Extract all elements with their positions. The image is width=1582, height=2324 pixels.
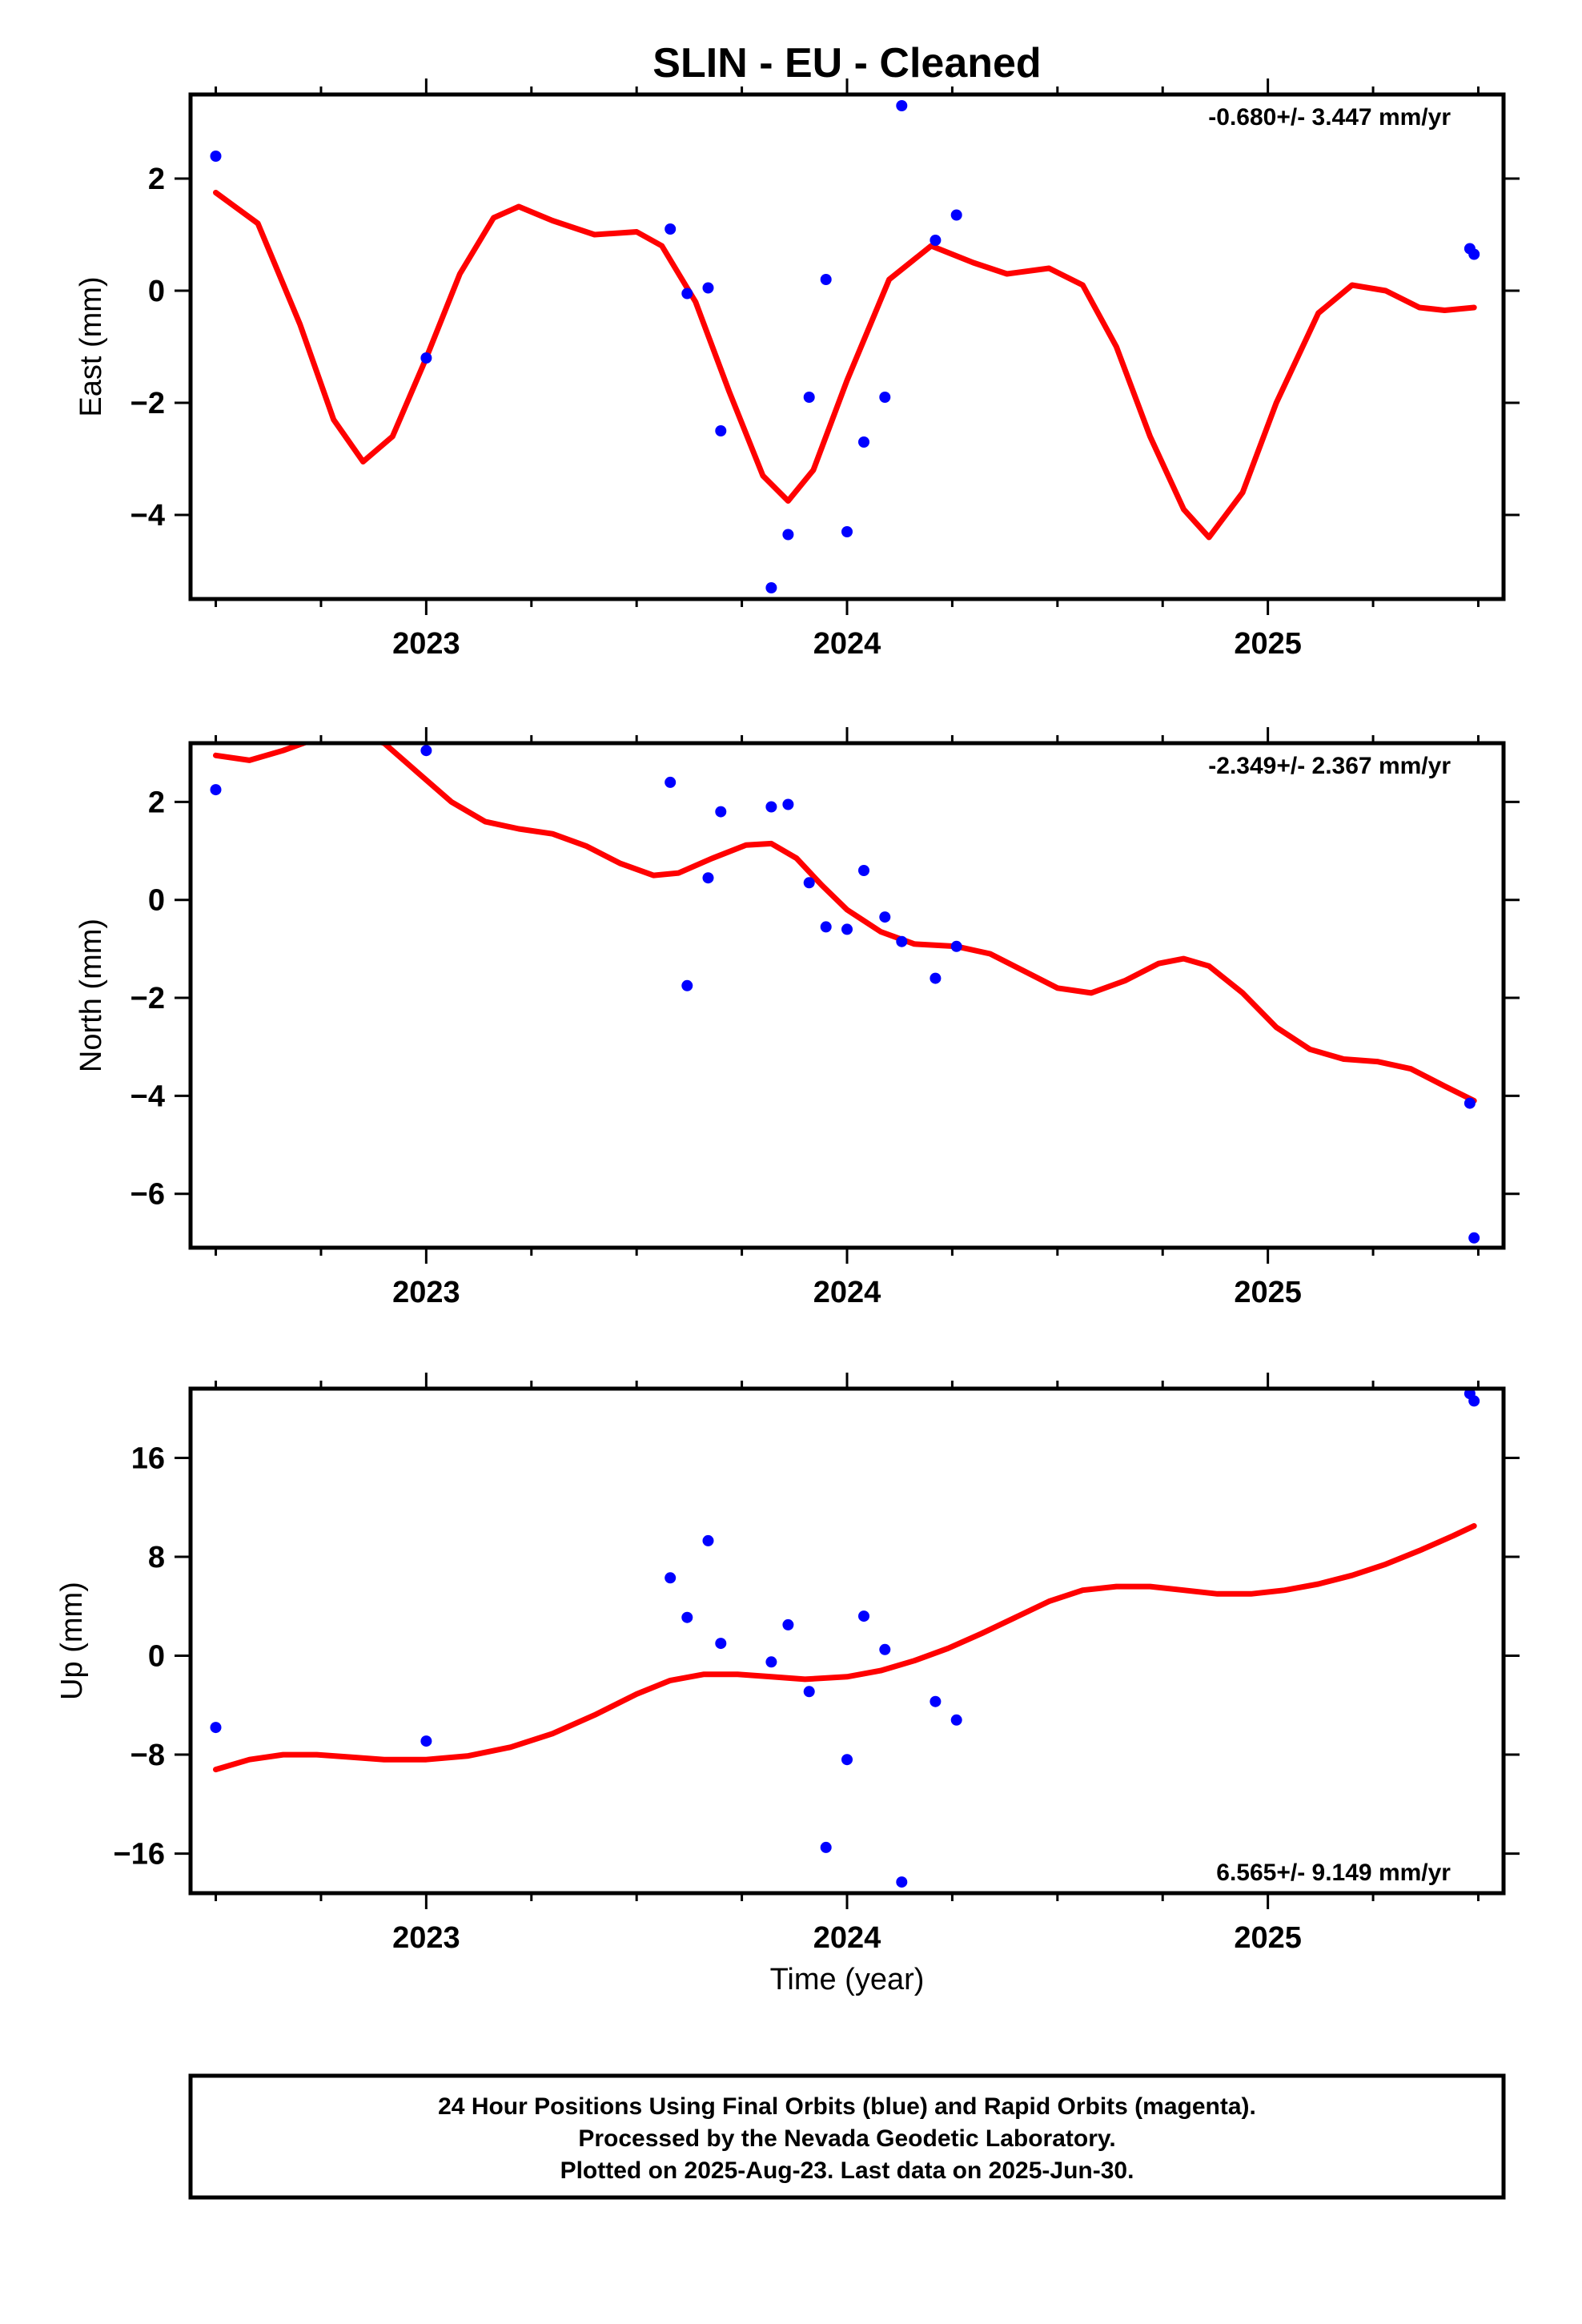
up-data-point <box>702 1534 714 1546</box>
panel-up: 2023 2024 2025 −16 −8 0 8 16 Up (mm) 6.565+/- 9.1… <box>55 1373 1520 1955</box>
east-data-point <box>803 392 815 403</box>
east-y-axis-label: East (mm) <box>74 276 108 416</box>
y-tick-label: −8 <box>130 1739 165 1772</box>
x-tick-label: 2025 <box>1234 1921 1302 1955</box>
y-tick-label: −6 <box>130 1178 165 1212</box>
east-data-point <box>765 582 777 593</box>
north-data-point <box>765 801 777 813</box>
x-tick-label: 2025 <box>1234 627 1302 661</box>
y-tick-label: −4 <box>130 499 165 533</box>
footer-box <box>188 2073 1506 2200</box>
x-axis-label: Time (year) <box>770 1963 925 1996</box>
north-rate-label: -2.349+/- 2.367 mm/yr <box>1208 753 1451 779</box>
up-data-point <box>1468 1395 1480 1407</box>
east-data-point <box>420 352 432 364</box>
east-rate-label: -0.680+/- 3.447 mm/yr <box>1208 104 1451 131</box>
north-data-point <box>930 972 942 984</box>
up-data-point <box>665 1572 677 1584</box>
up-data-point <box>782 1618 794 1630</box>
north-y-axis-label: North (mm) <box>74 919 108 1072</box>
y-tick-label: 16 <box>131 1441 165 1475</box>
north-data-point <box>715 806 727 818</box>
y-tick-label: −2 <box>130 387 165 420</box>
east-data-point <box>858 436 869 448</box>
up-data-point <box>765 1656 777 1668</box>
up-data-point <box>896 1876 908 1888</box>
north-data-point <box>681 979 693 991</box>
east-data-point <box>681 287 693 300</box>
east-fit-line <box>213 190 1477 541</box>
up-rate-label: 6.565+/- 9.149 mm/yr <box>1216 1860 1451 1886</box>
up-plot-frame <box>188 1386 1506 1896</box>
east-plot-frame <box>188 92 1506 601</box>
north-data-point <box>665 776 677 788</box>
east-data-point <box>715 425 727 436</box>
y-tick-label: 2 <box>148 786 165 819</box>
north-plot-frame <box>188 741 1506 1250</box>
up-data-point <box>420 1735 432 1747</box>
east-data-point <box>782 529 794 541</box>
footer-line-3: Plotted on 2025-Aug-23. Last data on 202… <box>560 2157 1134 2184</box>
up-data-point <box>681 1611 693 1623</box>
east-data-point <box>665 223 677 235</box>
up-data-point <box>930 1695 942 1707</box>
east-data-point <box>702 282 714 294</box>
east-data-point <box>841 526 853 537</box>
y-tick-label: 0 <box>148 1640 165 1674</box>
up-data-point <box>210 1722 222 1734</box>
east-data-point <box>1468 248 1480 260</box>
up-data-point <box>715 1638 727 1650</box>
east-data-point <box>896 100 908 111</box>
footer-line-1: 24 Hour Positions Using Final Orbits (bl… <box>438 2093 1256 2120</box>
north-data-point <box>1468 1232 1480 1244</box>
north-fit-line <box>213 743 1477 1104</box>
up-data-point <box>803 1686 815 1698</box>
east-data-point <box>930 235 942 246</box>
x-tick-label: 2024 <box>813 1276 881 1309</box>
north-data-point <box>896 935 908 947</box>
east-data-point <box>210 151 222 162</box>
x-tick-label: 2024 <box>813 627 881 661</box>
y-tick-label: 2 <box>148 163 165 196</box>
panel-north: 2023 2024 2025 −6 −4 −2 0 2 North (mm) -2.349+/- … <box>74 727 1520 1309</box>
up-data-point <box>858 1610 869 1622</box>
north-data-point <box>858 865 869 876</box>
east-data-point <box>950 209 962 221</box>
panel-east: 2023 2024 2025 −4 −2 0 2 East (mm) -0.680+/- 3.4… <box>74 78 1520 661</box>
north-data-point <box>950 940 962 952</box>
y-tick-label: −2 <box>130 982 165 1015</box>
east-data-point <box>879 392 891 403</box>
footer-line-2: Processed by the Nevada Geodetic Laborat… <box>578 2125 1115 2152</box>
north-data-point <box>1464 1097 1476 1109</box>
north-data-point <box>820 921 832 933</box>
x-tick-label: 2023 <box>392 1276 460 1309</box>
up-data-point <box>950 1714 962 1726</box>
east-data-point <box>820 274 832 285</box>
x-tick-label: 2025 <box>1234 1276 1302 1309</box>
up-data-point <box>820 1841 832 1853</box>
x-tick-label: 2024 <box>813 1921 881 1955</box>
north-data-point <box>879 911 891 923</box>
up-fit-line <box>213 1522 1477 1773</box>
y-tick-label: −4 <box>130 1080 165 1113</box>
north-data-point <box>210 784 222 796</box>
north-data-point <box>841 923 853 935</box>
y-tick-label: 8 <box>148 1541 165 1574</box>
y-tick-label: 0 <box>148 275 165 308</box>
north-data-point <box>782 798 794 810</box>
up-data-point <box>879 1643 891 1655</box>
north-data-point <box>702 872 714 884</box>
up-data-point <box>841 1754 853 1766</box>
x-tick-label: 2023 <box>392 1921 460 1955</box>
x-tick-label: 2023 <box>392 627 460 661</box>
north-data-point <box>803 877 815 889</box>
up-y-axis-label: Up (mm) <box>55 1582 89 1700</box>
y-tick-label: −16 <box>114 1838 165 1872</box>
y-tick-label: 0 <box>148 884 165 918</box>
north-data-point <box>420 745 432 757</box>
